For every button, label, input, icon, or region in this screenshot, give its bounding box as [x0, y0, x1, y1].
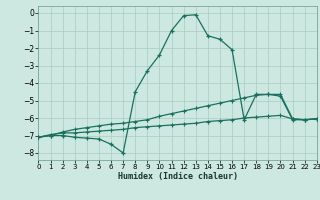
X-axis label: Humidex (Indice chaleur): Humidex (Indice chaleur): [118, 172, 238, 181]
